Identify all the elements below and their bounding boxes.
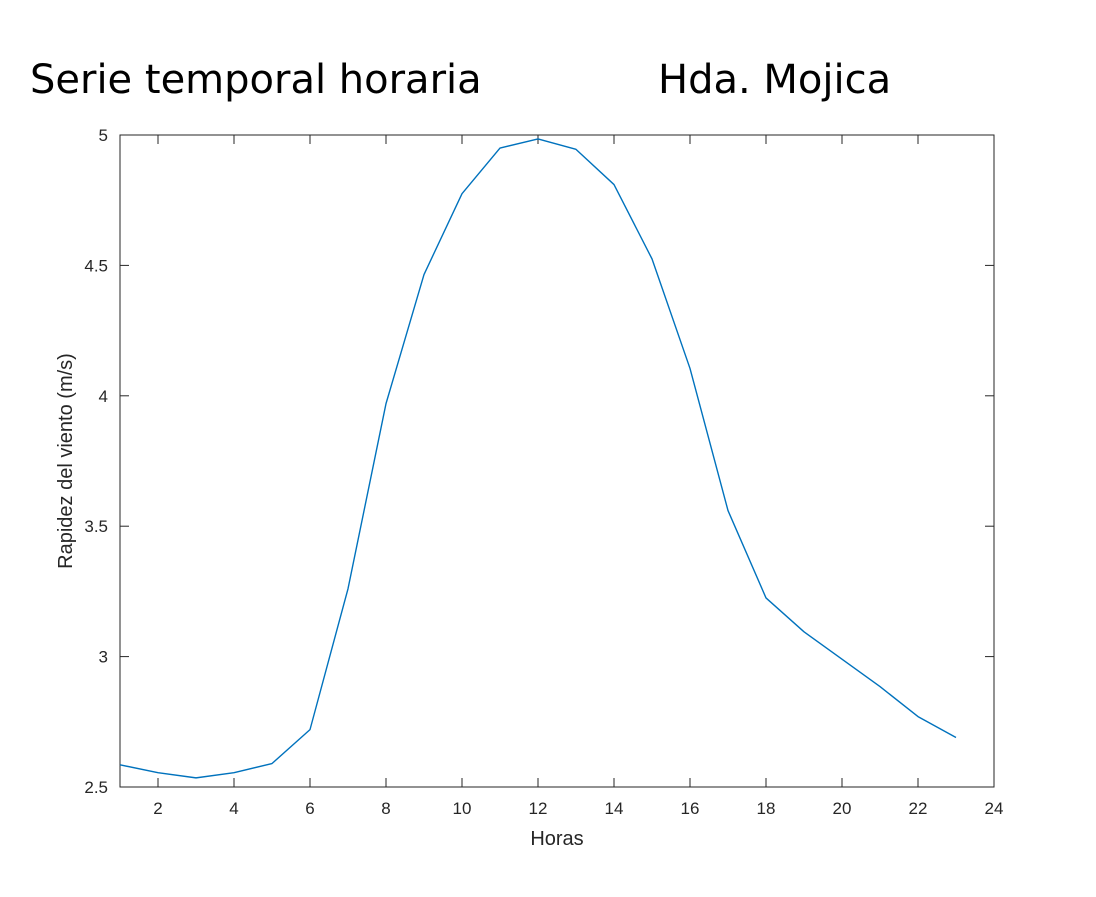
y-axis-label: Rapidez del viento (m/s)	[55, 353, 77, 569]
chart-title-right: Hda. Mojica	[658, 57, 892, 103]
x-tick-label: 4	[229, 799, 238, 818]
x-tick-label: 22	[909, 799, 928, 818]
y-tick-label: 3	[99, 648, 108, 667]
y-tick-label: 4.5	[84, 256, 108, 275]
series-line	[119, 138, 957, 779]
x-tick-label: 18	[757, 799, 776, 818]
chart-title-left: Serie temporal horaria	[30, 57, 482, 103]
x-tick-label: 20	[833, 799, 852, 818]
tick-labels: 2 4 6 8 10 12 14 16 18 20 22 242.533.544.55	[84, 126, 1003, 818]
x-tick-label: 8	[381, 799, 390, 818]
y-tick-label: 4	[99, 387, 108, 406]
x-tick-label: 16	[681, 799, 700, 818]
x-tick-label: 24	[985, 799, 1004, 818]
plot-area	[119, 134, 995, 788]
x-tick-label: 12	[529, 799, 548, 818]
x-axis-label: Horas	[530, 828, 583, 850]
x-tick-label: 2	[153, 799, 162, 818]
axes-frame	[119, 134, 995, 788]
x-tick-label: 10	[453, 799, 472, 818]
series-layer	[119, 138, 957, 779]
x-tick-label: 14	[605, 799, 624, 818]
y-tick-label: 3.5	[84, 517, 108, 536]
x-tick-label: 6	[305, 799, 314, 818]
y-tick-label: 2.5	[84, 778, 108, 797]
y-tick-label: 5	[99, 126, 108, 145]
